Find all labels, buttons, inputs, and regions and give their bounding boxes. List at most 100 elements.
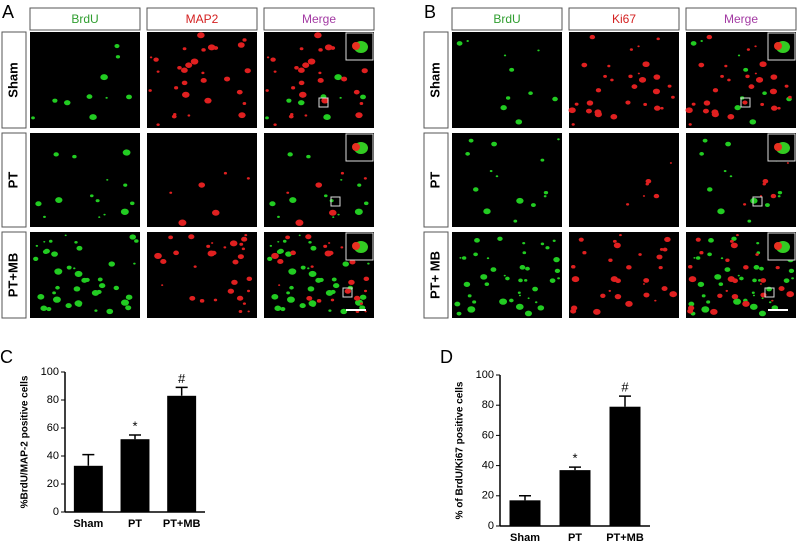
cell bbox=[528, 91, 533, 96]
cell bbox=[707, 252, 712, 257]
cell bbox=[701, 306, 710, 313]
cell bbox=[724, 267, 731, 272]
cell bbox=[463, 281, 471, 287]
cell bbox=[473, 252, 478, 257]
cell bbox=[466, 39, 469, 42]
cell bbox=[237, 42, 245, 48]
cell bbox=[363, 201, 369, 206]
cell bbox=[72, 154, 77, 159]
inset-cell bbox=[352, 242, 360, 250]
cell bbox=[227, 288, 235, 294]
inset-cell bbox=[352, 42, 360, 50]
x-tick-label: PT bbox=[568, 532, 582, 544]
cell bbox=[688, 276, 697, 283]
cell bbox=[353, 295, 361, 301]
cell bbox=[340, 246, 344, 249]
cell bbox=[193, 265, 197, 268]
cell bbox=[359, 102, 364, 105]
cell bbox=[530, 203, 536, 208]
cell bbox=[242, 102, 247, 105]
cell bbox=[323, 194, 328, 198]
cell bbox=[76, 302, 82, 307]
cell bbox=[323, 244, 328, 248]
cell bbox=[122, 149, 131, 156]
cell bbox=[766, 286, 772, 292]
cell bbox=[729, 175, 733, 178]
cell bbox=[52, 291, 56, 295]
cell bbox=[743, 265, 749, 270]
cell bbox=[540, 242, 545, 246]
cell bbox=[610, 114, 618, 120]
significance-mark: * bbox=[572, 451, 577, 466]
cell bbox=[182, 47, 187, 51]
cell bbox=[517, 291, 521, 294]
cell bbox=[714, 274, 722, 280]
cell bbox=[522, 241, 526, 245]
cell bbox=[315, 182, 323, 188]
cell bbox=[299, 47, 304, 51]
cell bbox=[242, 302, 246, 305]
cell bbox=[277, 215, 280, 218]
cell bbox=[524, 279, 528, 282]
cell bbox=[737, 274, 740, 277]
cell bbox=[749, 303, 758, 310]
cell bbox=[168, 235, 174, 240]
y-tick-label: 100 bbox=[476, 369, 494, 381]
cell bbox=[289, 285, 294, 290]
cell bbox=[631, 84, 638, 89]
cell bbox=[593, 308, 601, 315]
cell bbox=[697, 281, 705, 287]
row-label: PT bbox=[5, 172, 20, 189]
cell bbox=[33, 256, 39, 262]
column-header-box bbox=[568, 7, 680, 31]
cell bbox=[725, 289, 729, 292]
column-header: Merge bbox=[302, 12, 336, 26]
cell bbox=[330, 298, 335, 302]
cell bbox=[753, 265, 760, 270]
panel-letter: C bbox=[0, 347, 13, 367]
cell bbox=[638, 253, 642, 256]
x-tick-label: PT+MB bbox=[163, 518, 201, 530]
cell bbox=[688, 264, 693, 269]
cell bbox=[265, 89, 269, 92]
cell bbox=[106, 178, 109, 181]
cell bbox=[149, 56, 153, 59]
cell bbox=[277, 240, 280, 243]
y-tick-label: 20 bbox=[482, 490, 494, 502]
cell bbox=[727, 114, 735, 120]
cell bbox=[557, 138, 560, 141]
cell bbox=[474, 238, 480, 243]
cell bbox=[363, 177, 367, 180]
cell bbox=[156, 70, 160, 73]
cell bbox=[489, 169, 493, 173]
cell bbox=[173, 113, 177, 116]
cell bbox=[568, 107, 576, 114]
cell bbox=[238, 112, 246, 119]
y-tick-label: 60 bbox=[482, 429, 494, 441]
error-bar bbox=[175, 386, 188, 396]
cell bbox=[295, 219, 304, 226]
cell bbox=[332, 283, 340, 289]
cell bbox=[51, 251, 58, 257]
cell bbox=[239, 242, 244, 246]
cell bbox=[607, 64, 611, 68]
cell bbox=[100, 74, 108, 81]
roi-box bbox=[342, 287, 353, 298]
cell bbox=[699, 251, 704, 255]
cell bbox=[784, 84, 789, 88]
cell bbox=[706, 34, 713, 40]
cell bbox=[642, 195, 646, 197]
cell bbox=[273, 70, 277, 73]
cell bbox=[238, 310, 243, 313]
cell bbox=[290, 113, 294, 116]
cell bbox=[211, 242, 214, 244]
cell bbox=[515, 303, 524, 310]
y-tick-label: 20 bbox=[47, 478, 59, 490]
cell bbox=[490, 267, 497, 272]
cell bbox=[505, 276, 510, 281]
cell bbox=[317, 77, 324, 83]
cell bbox=[465, 152, 470, 156]
cell bbox=[246, 177, 250, 180]
cell bbox=[761, 297, 764, 300]
cell bbox=[307, 58, 316, 65]
